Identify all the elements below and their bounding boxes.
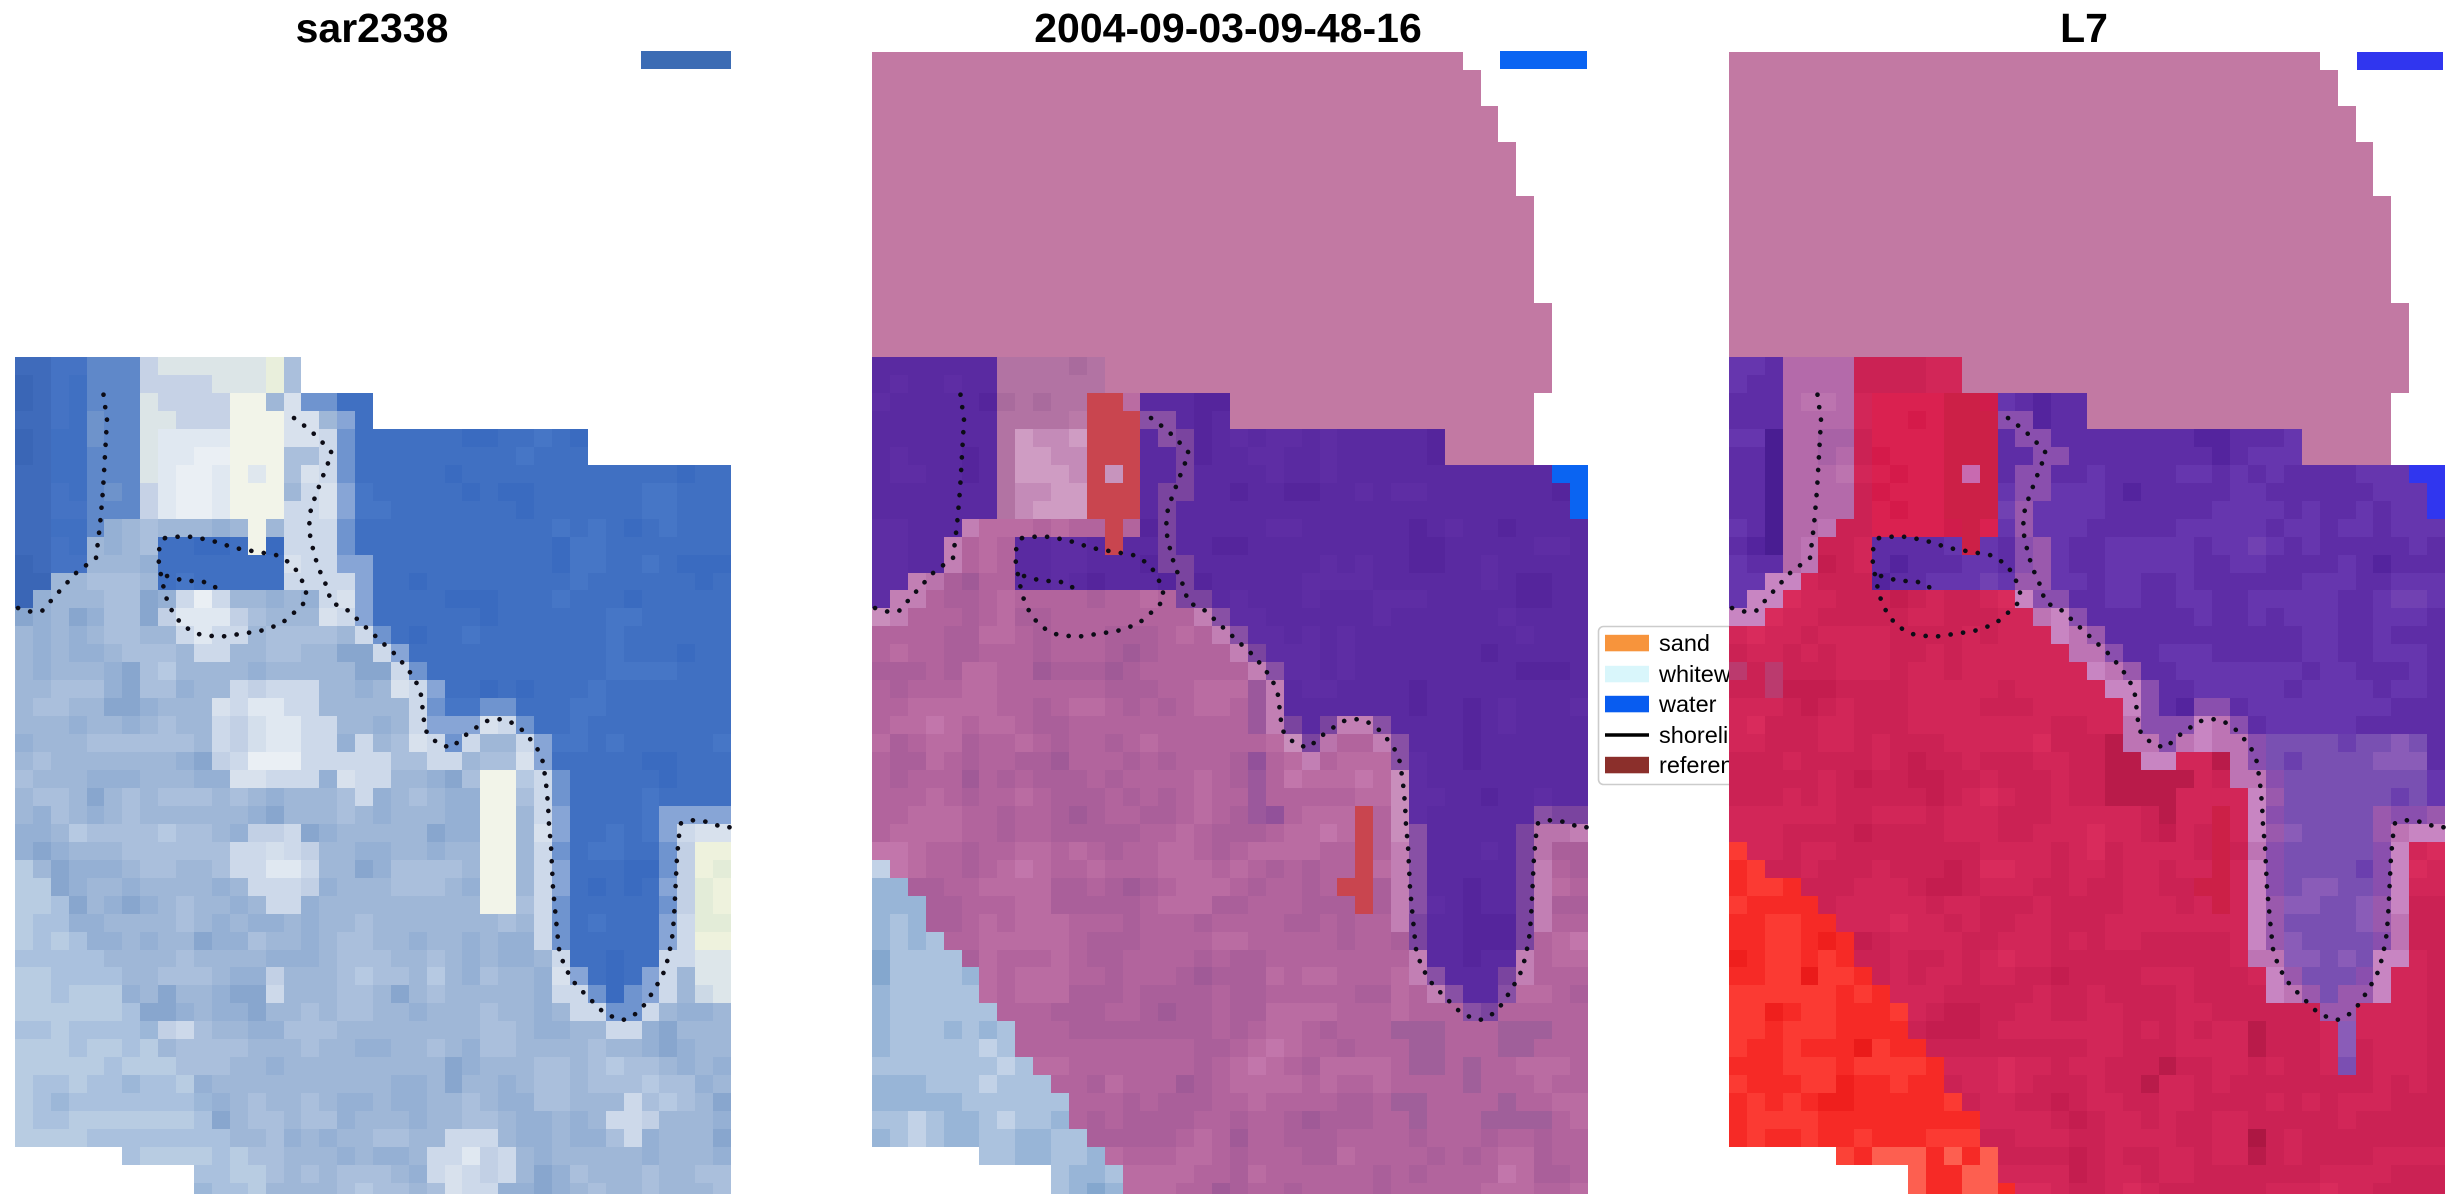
svg-text:sar2338: sar2338 [296,5,449,51]
svg-text:water: water [1658,691,1717,717]
svg-text:L7: L7 [2060,5,2108,51]
svg-text:sand: sand [1659,630,1710,656]
svg-text:2004-09-03-09-48-16: 2004-09-03-09-48-16 [1034,5,1422,51]
